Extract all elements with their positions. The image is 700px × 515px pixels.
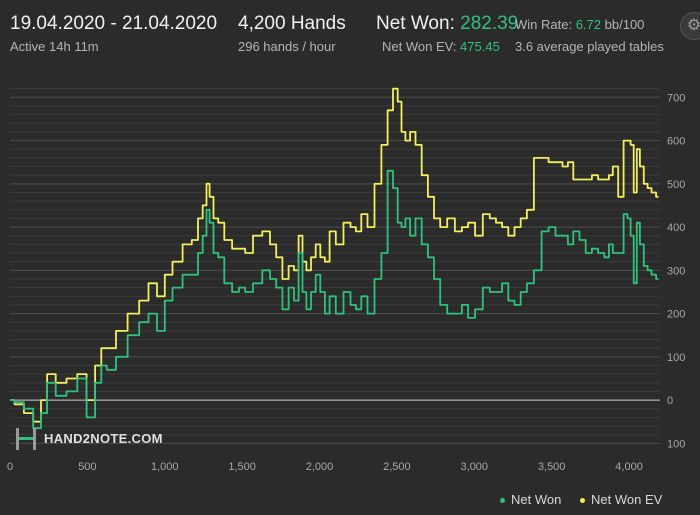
y-tick-label: 200 [667, 309, 685, 321]
summary-header: 19.04.2020 - 21.04.2020 Active 14h 11m 4… [0, 0, 700, 60]
y-tick-label: 0 [667, 395, 673, 407]
y-axis-ticks: 100 0 100 200 300 400 500 600 700 [667, 92, 685, 450]
hands-total: 4,200 Hands [238, 13, 346, 34]
logo-text: HAND2NOTE.COM [44, 431, 163, 446]
legend-net-won-marker [500, 498, 505, 504]
chart-series [10, 87, 659, 430]
y-tick-label: 600 [667, 136, 685, 148]
profit-chart: 0 500 1,000 1,500 2,000 2,500 3,000 3,500 4,000 … [7, 87, 685, 473]
y-tick-label: 500 [667, 179, 685, 191]
date-range: 19.04.2020 - 21.04.2020 [10, 13, 218, 34]
y-tick-label: 400 [667, 222, 685, 234]
y-tick-label: 100 [667, 438, 685, 450]
y-tick-label: 100 [667, 352, 685, 364]
win-rate-stat: Win Rate: 6.72 bb/100 [515, 17, 644, 32]
x-tick-label: 3,500 [538, 461, 566, 473]
net-won-ev-stat: Net Won EV: 475.45 [382, 39, 500, 54]
x-tick-label: 4,000 [615, 461, 643, 473]
net-won-value: 282.39 [460, 13, 519, 34]
x-tick-label: 2,000 [306, 461, 334, 473]
legend-net-won-label: Net Won [511, 492, 562, 507]
x-axis-ticks: 0 500 1,000 1,500 2,000 2,500 3,000 3,500 4,000 [7, 461, 643, 473]
x-tick-label: 1,500 [228, 461, 256, 473]
win-rate-value: 6.72 [575, 17, 602, 32]
y-tick-label: 700 [667, 92, 685, 104]
legend-net-won-ev-marker [580, 498, 585, 504]
avg-tables: 3.6 average played tables [515, 39, 664, 54]
net-won-stat: Net Won: 282.39 [376, 13, 518, 35]
legend-net-won[interactable]: Net Won [500, 492, 561, 507]
hand2note-logo-icon [16, 428, 36, 450]
legend-net-won-ev[interactable]: Net Won EV [580, 492, 662, 507]
x-tick-label: 2,500 [383, 461, 411, 473]
x-tick-label: 500 [78, 461, 96, 473]
y-tick-label: 300 [667, 265, 685, 277]
legend-net-won-ev-label: Net Won EV [591, 492, 663, 507]
win-rate-label: Win Rate: [515, 17, 573, 32]
net-won-label: Net Won: [376, 13, 455, 34]
win-rate-unit: bb/100 [604, 17, 645, 32]
gear-icon[interactable]: ⚙ [680, 12, 700, 40]
x-tick-label: 1,000 [151, 461, 179, 473]
hands-per-hour: 296 hands / hour [238, 39, 336, 54]
x-tick-label: 3,000 [461, 461, 489, 473]
net-won-ev-line [10, 87, 659, 423]
x-tick-label: 0 [7, 461, 13, 473]
net-won-ev-value: 475.45 [460, 39, 500, 54]
active-time: Active 14h 11m [10, 39, 99, 54]
chart-grid [10, 88, 660, 444]
net-won-ev-label: Net Won EV: [382, 39, 457, 54]
net-won-line [10, 169, 659, 430]
